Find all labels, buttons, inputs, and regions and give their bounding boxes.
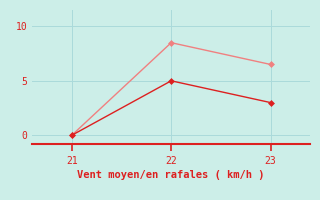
X-axis label: Vent moyen/en rafales ( km/h ): Vent moyen/en rafales ( km/h ) [77,170,265,180]
